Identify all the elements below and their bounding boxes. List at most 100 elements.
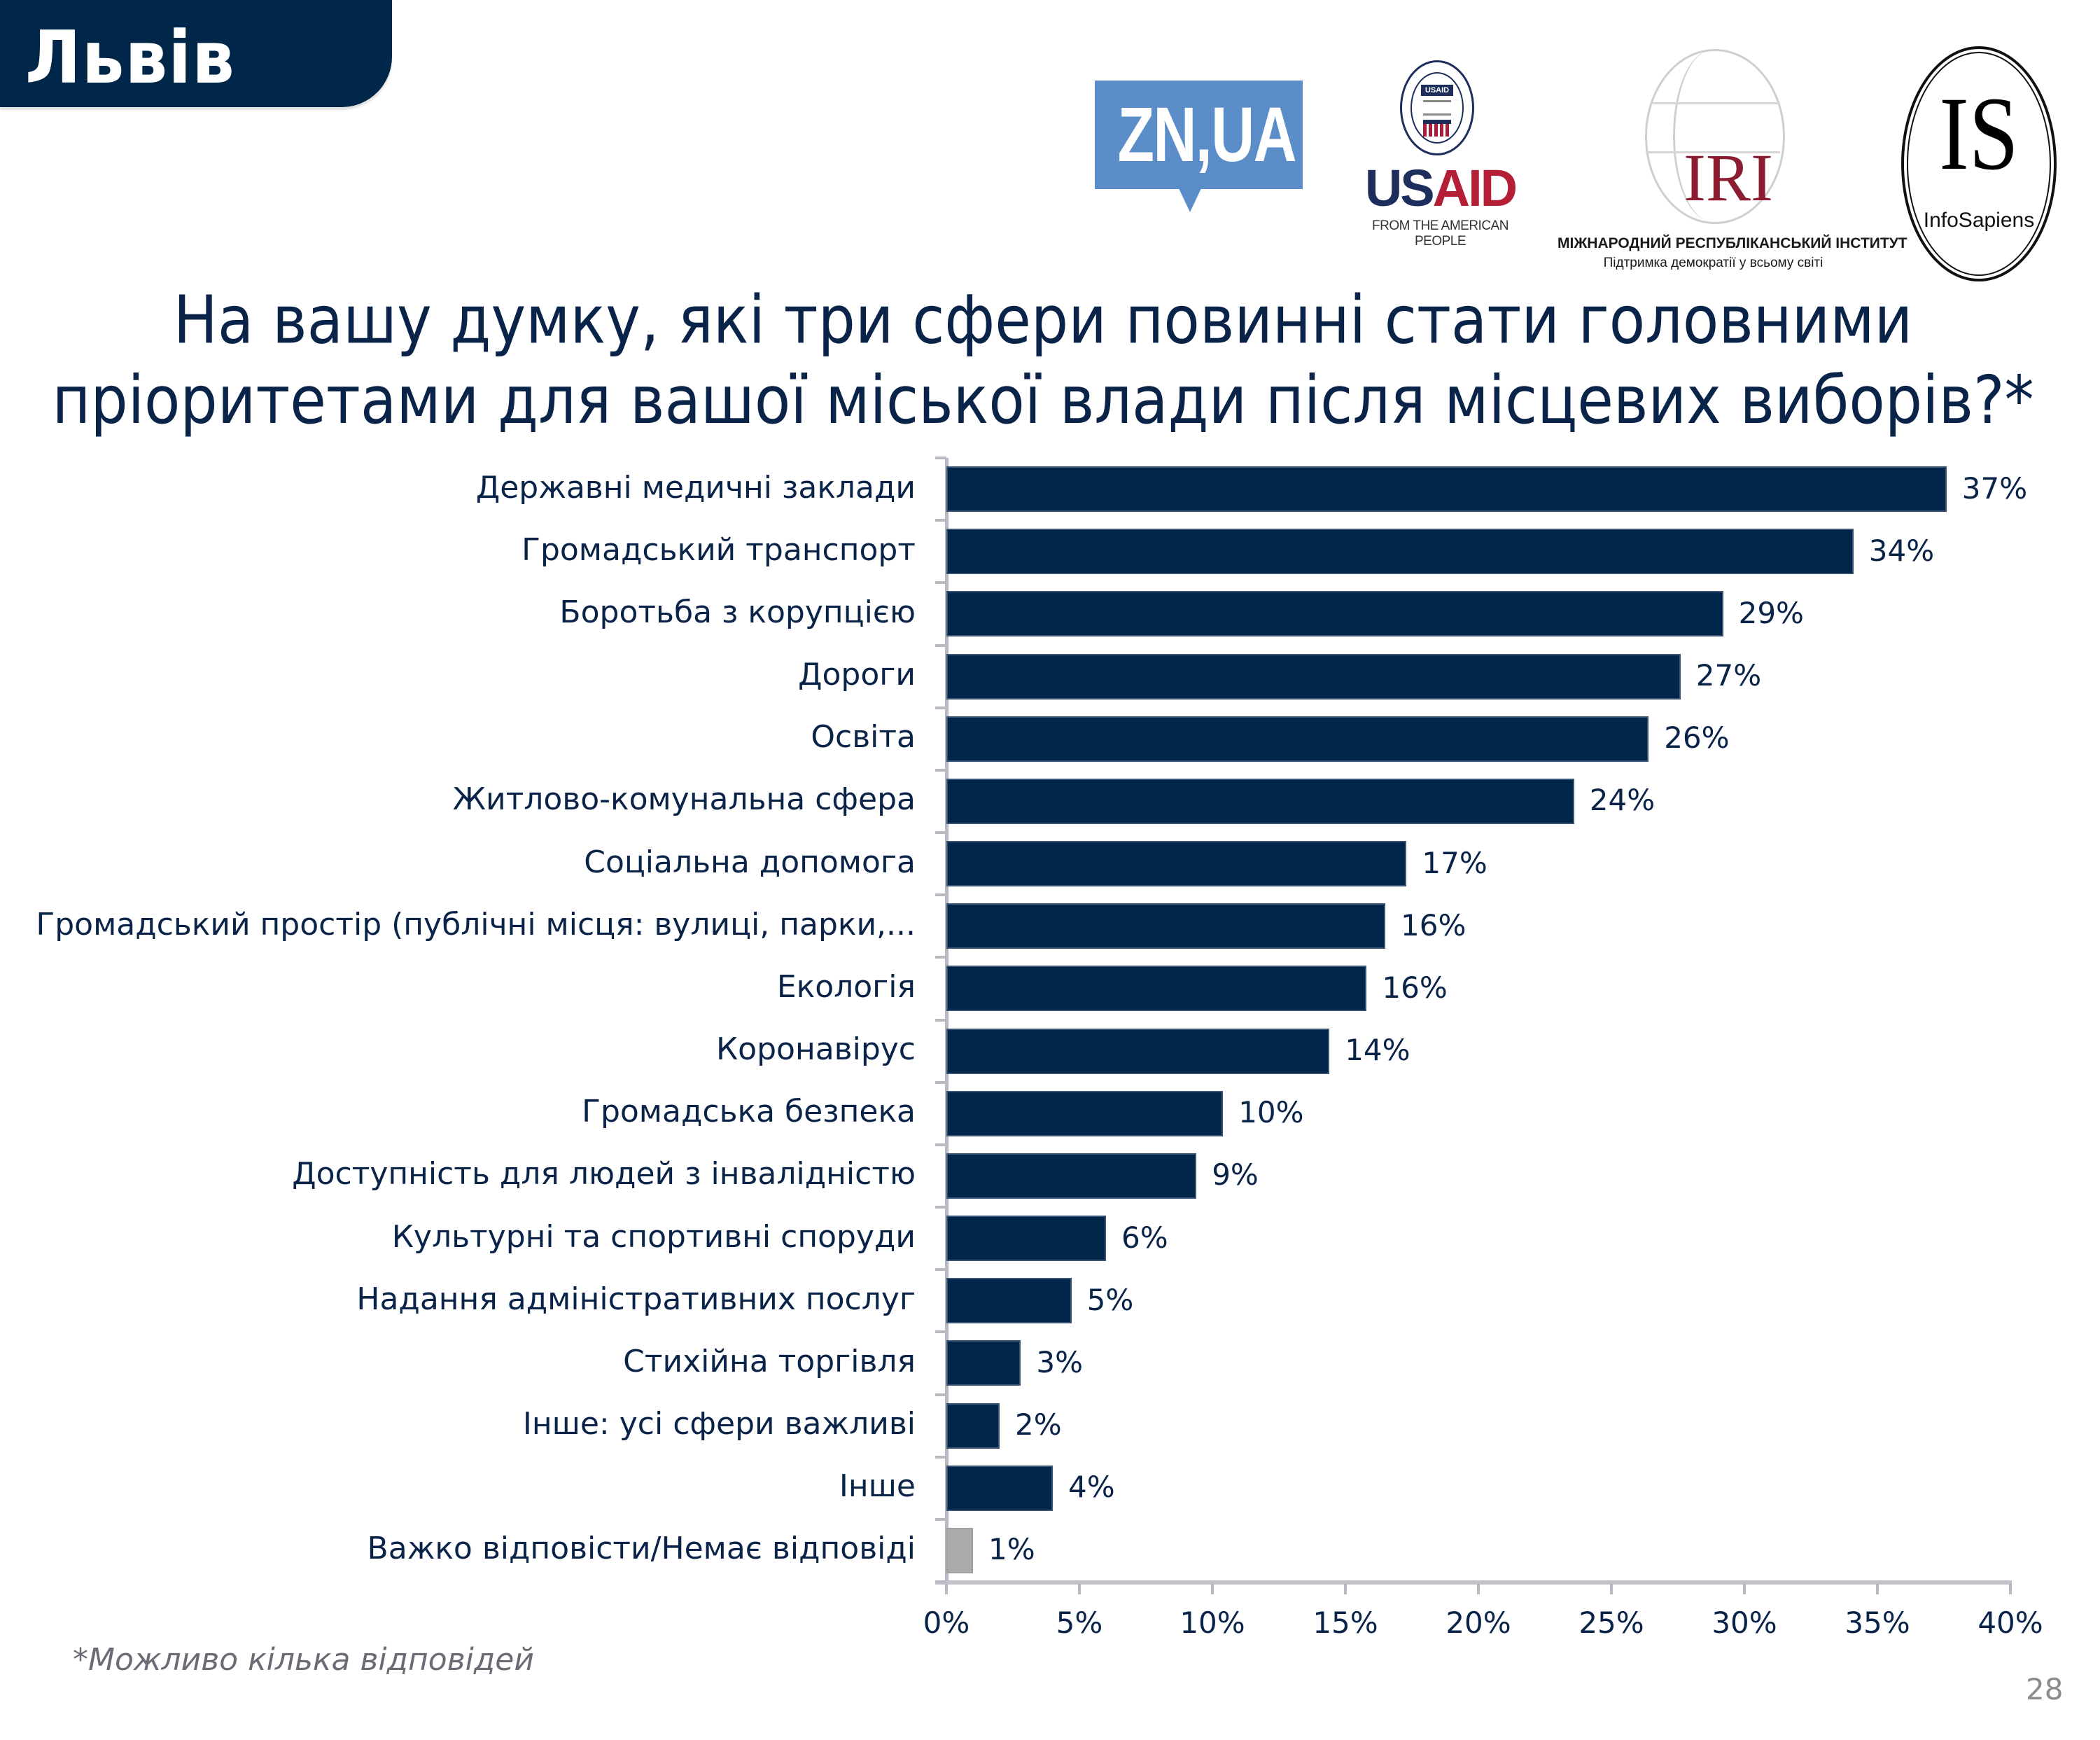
category-label: Стихійна торгівля (623, 1343, 916, 1379)
category-label: Доступність для людей з інвалідністю (292, 1156, 916, 1192)
y-axis-tick (935, 643, 946, 647)
usaid-seal-tag: USAID (1421, 85, 1453, 96)
usaid-seal-stripes (1423, 120, 1451, 137)
data-label: 10% (1238, 1095, 1304, 1130)
y-axis-tick (935, 956, 946, 959)
globe-parallel (1647, 151, 1780, 153)
bar (946, 1216, 1106, 1262)
x-axis-tick (1876, 1583, 1879, 1594)
usaid-wordmark-aid: AID (1432, 159, 1518, 217)
bar (946, 1028, 1330, 1074)
data-label: 37% (1961, 471, 2028, 506)
data-label: 16% (1382, 970, 1448, 1005)
znua-logo-box (1095, 81, 1303, 189)
iri-wordmark: IRI (1684, 140, 1773, 215)
data-label: 2% (1015, 1407, 1062, 1442)
infosapiens-name: InfoSapiens (1923, 209, 2035, 232)
data-label: 34% (1868, 533, 1935, 568)
x-axis-tick (1078, 1583, 1081, 1594)
category-label: Дороги (798, 657, 916, 693)
bar (946, 778, 1574, 824)
data-label: 29% (1738, 595, 1804, 630)
category-label: Громадський простір (публічні місця: вул… (36, 906, 916, 942)
bar (946, 716, 1649, 762)
x-axis-tick (1211, 1583, 1214, 1594)
y-axis-tick (935, 457, 946, 459)
y-axis-tick (935, 581, 946, 585)
znua-logo-text: ZN,UA (1117, 92, 1297, 178)
znua-logo: ZN,UA (1095, 81, 1303, 212)
data-label: 14% (1345, 1033, 1410, 1068)
bar (946, 1278, 1072, 1324)
data-label: 4% (1068, 1470, 1115, 1505)
handshake-icon (1423, 100, 1451, 116)
bar (946, 1465, 1053, 1511)
category-label: Житлово-комунальна сфера (452, 781, 916, 818)
page-title-line-2: пріоритетами для вашої міської влади піс… (52, 361, 2034, 439)
x-axis-tick (1743, 1583, 1746, 1594)
region-header: Львів (0, 0, 392, 107)
bar (946, 591, 1723, 637)
data-label: 1% (988, 1532, 1035, 1567)
x-tick-label: 5% (1056, 1606, 1103, 1640)
infosapiens-ring-inner (1907, 52, 2051, 276)
category-label: Надання адміністративних послуг (356, 1281, 916, 1317)
infosapiens-logo: IS InfoSapiens (1898, 46, 2059, 284)
y-axis-tick (935, 706, 946, 709)
bar (946, 1340, 1021, 1386)
data-label: 24% (1589, 783, 1656, 818)
bar (946, 966, 1367, 1012)
iri-name: МІЖНАРОДНИЙ РЕСПУБЛІКАНСЬКИЙ ІНСТИТУТ (1558, 235, 1907, 251)
x-axis-tick (1477, 1583, 1480, 1594)
x-axis-tick (945, 1583, 948, 1594)
category-label: Освіта (811, 719, 916, 756)
bar (946, 1153, 1197, 1199)
bar (946, 1403, 1000, 1449)
x-tick-label: 0% (923, 1606, 970, 1640)
category-label: Культурні та спортивні споруди (391, 1218, 916, 1255)
page-title: На вашу думку, які три сфери повинні ста… (42, 280, 2044, 440)
y-axis-tick (935, 1580, 946, 1583)
category-label: Громадська безпека (582, 1094, 916, 1130)
usaid-wordmark-us: US (1364, 159, 1435, 217)
y-axis-tick (935, 768, 946, 772)
data-label: 26% (1664, 721, 1730, 756)
category-label: Інше: усі сфери важливі (522, 1406, 916, 1442)
y-axis-tick (935, 893, 946, 897)
x-axis-tick (2009, 1583, 2012, 1594)
znua-logo-speech-tail (1177, 186, 1203, 212)
x-tick-label: 20% (1446, 1606, 1511, 1640)
y-axis-tick (935, 1018, 946, 1022)
category-label: Коронавірус (715, 1031, 916, 1068)
category-label: Громадський транспорт (522, 531, 916, 568)
data-label: 27% (1695, 658, 1762, 693)
iri-slogan: Підтримка демократії у всьому світі (1603, 256, 1823, 270)
infosapiens-mark: IS (1939, 76, 2019, 192)
category-label: Боротьба з корупцією (559, 594, 916, 630)
y-axis-tick (935, 831, 946, 834)
y-axis-tick (935, 1330, 946, 1334)
x-tick-label: 40% (1977, 1606, 2043, 1640)
bar (946, 1090, 1224, 1136)
x-tick-label: 30% (1712, 1606, 1777, 1640)
data-label: 3% (1036, 1344, 1084, 1379)
usaid-tagline: FROM THE AMERICAN PEOPLE (1372, 218, 1508, 249)
data-label: 6% (1121, 1220, 1168, 1255)
infosapiens-ring-outer (1901, 46, 2057, 281)
iri-logo: IRI МІЖНАРОДНИЙ РЕСПУБЛІКАНСЬКИЙ ІНСТИТУ… (1558, 46, 1907, 277)
bar (946, 1527, 973, 1573)
y-axis-tick (935, 1393, 946, 1396)
x-axis-line (935, 1580, 2012, 1585)
bar (946, 653, 1681, 700)
usaid-logo: USAID USAID FROM THE AMERICAN PEOPLE (1354, 59, 1526, 249)
globe-icon (1645, 49, 1785, 224)
x-axis-tick (1610, 1583, 1613, 1594)
x-axis-tick (1344, 1583, 1347, 1594)
y-axis-tick (935, 1455, 946, 1459)
x-tick-label: 25% (1578, 1606, 1644, 1640)
bar (946, 841, 1407, 887)
usaid-wordmark: USAID (1354, 162, 1526, 214)
data-label: 16% (1401, 907, 1466, 942)
globe-meridian (1673, 50, 1750, 221)
